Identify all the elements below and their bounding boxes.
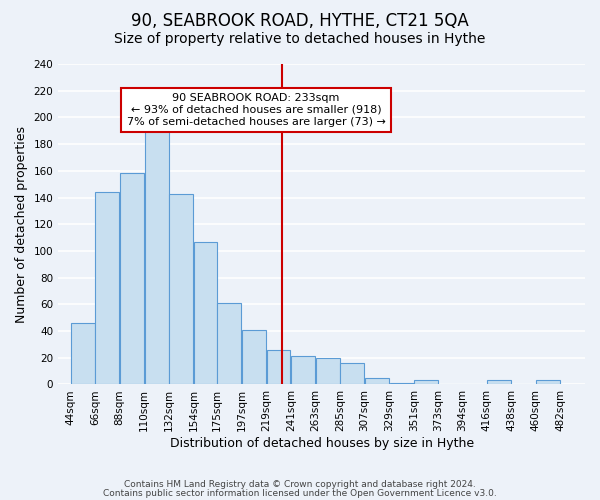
Bar	[95, 192, 119, 384]
Bar	[414, 380, 438, 384]
Bar	[291, 356, 315, 384]
Bar	[194, 242, 217, 384]
Bar	[389, 383, 413, 384]
Text: Contains public sector information licensed under the Open Government Licence v3: Contains public sector information licen…	[103, 489, 497, 498]
Bar	[365, 378, 389, 384]
Bar	[120, 174, 144, 384]
Bar	[145, 116, 169, 384]
Text: Contains HM Land Registry data © Crown copyright and database right 2024.: Contains HM Land Registry data © Crown c…	[124, 480, 476, 489]
Bar	[242, 330, 266, 384]
Bar	[169, 194, 193, 384]
Bar	[340, 363, 364, 384]
Text: Size of property relative to detached houses in Hythe: Size of property relative to detached ho…	[115, 32, 485, 46]
Bar	[266, 350, 290, 384]
Text: 90 SEABROOK ROAD: 233sqm
← 93% of detached houses are smaller (918)
7% of semi-d: 90 SEABROOK ROAD: 233sqm ← 93% of detach…	[127, 94, 386, 126]
Bar	[316, 358, 340, 384]
Bar	[487, 380, 511, 384]
Bar	[536, 380, 560, 384]
Bar	[71, 323, 95, 384]
Y-axis label: Number of detached properties: Number of detached properties	[15, 126, 28, 322]
X-axis label: Distribution of detached houses by size in Hythe: Distribution of detached houses by size …	[170, 437, 473, 450]
Text: 90, SEABROOK ROAD, HYTHE, CT21 5QA: 90, SEABROOK ROAD, HYTHE, CT21 5QA	[131, 12, 469, 30]
Bar	[217, 303, 241, 384]
